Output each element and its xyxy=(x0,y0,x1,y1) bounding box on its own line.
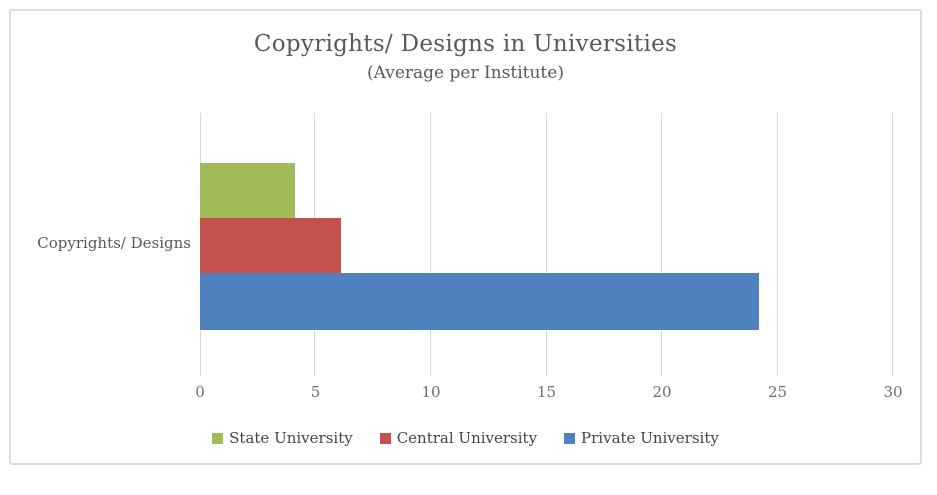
gridline-10 xyxy=(429,113,431,376)
x-tick-label-15: 15 xyxy=(536,383,557,401)
x-tick-label-20: 20 xyxy=(652,383,672,401)
legend-label-state: State University xyxy=(229,429,353,447)
legend: State University Central University Priv… xyxy=(11,429,920,447)
bar-central-university xyxy=(200,218,341,273)
chart-subtitle: (Average per Institute) xyxy=(367,63,564,83)
gridline-20 xyxy=(660,113,662,376)
x-tick-label-5: 5 xyxy=(310,383,321,401)
gridline-25 xyxy=(776,113,778,376)
legend-swatch-state-icon xyxy=(212,432,224,444)
legend-label-central: Central University xyxy=(396,429,538,447)
chart-frame: Copyrights/ Designs in Universities (Ave… xyxy=(9,9,922,465)
legend-swatch-private-icon xyxy=(564,432,576,444)
category-axis-label: Copyrights/ Designs xyxy=(37,234,191,252)
plot-area xyxy=(200,113,893,376)
x-tick-label-0: 0 xyxy=(195,383,205,401)
chart-title: Copyrights/ Designs in Universities xyxy=(253,31,678,57)
gridline-30 xyxy=(892,113,893,376)
legend-item-central-university: Central University xyxy=(379,429,538,447)
legend-item-private-university: Private University xyxy=(564,429,719,447)
x-tick-label-25: 25 xyxy=(767,383,788,401)
bar-state-university xyxy=(200,163,295,218)
x-axis: 0 5 10 15 20 25 30 xyxy=(195,383,902,405)
legend-swatch-central-icon xyxy=(379,432,391,444)
legend-item-state-university: State University xyxy=(212,429,353,447)
x-tick-label-30: 30 xyxy=(883,383,903,401)
legend-label-private: Private University xyxy=(581,429,719,447)
x-tick-label-10: 10 xyxy=(421,383,441,401)
gridline-15 xyxy=(545,113,547,376)
bar-private-university xyxy=(200,273,760,330)
